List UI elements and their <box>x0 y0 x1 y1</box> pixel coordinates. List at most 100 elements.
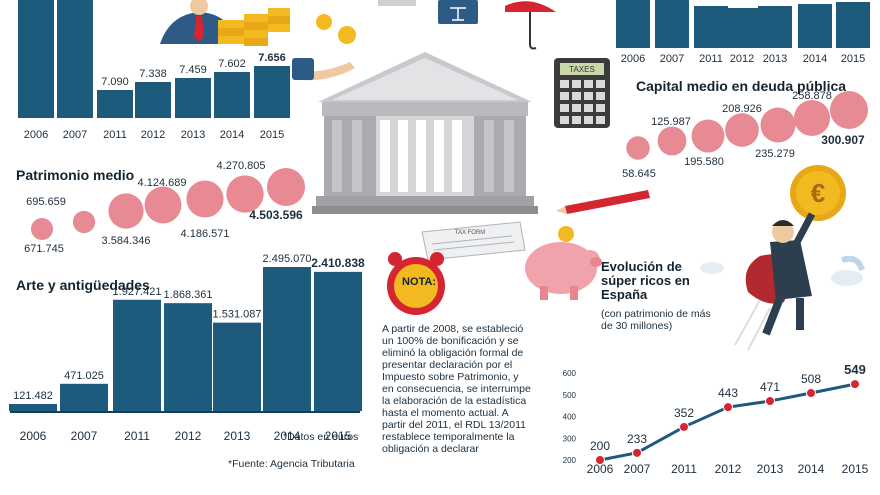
bar-2011 <box>694 6 728 48</box>
bar-2011 <box>97 90 133 118</box>
data-label-2013: 4.186.571 <box>181 228 230 240</box>
x-tick-label-2015: 2015 <box>841 53 865 65</box>
point-2011 <box>679 421 689 432</box>
justice-scale-icon <box>378 0 478 24</box>
point-2007 <box>632 447 642 458</box>
nota-badge: NOTA: <box>402 276 437 288</box>
x-tick-label-2006: 2006 <box>24 129 48 141</box>
data-label-2014: 508 <box>801 372 821 386</box>
data-label-2006: 200 <box>590 439 610 453</box>
bar-2006 <box>616 0 650 48</box>
calculator-icon: TAXES <box>554 58 610 128</box>
x-tick-label-2015: 2015 <box>325 429 352 443</box>
x-tick-label-2013: 2013 <box>763 53 787 65</box>
y-tick-label-200: 200 <box>563 456 577 465</box>
euro-coin-icon: € <box>790 165 846 221</box>
x-tick-label-2011: 2011 <box>699 53 723 65</box>
patrimonio-title: Patrimonio medio <box>16 167 135 183</box>
bar-2012 <box>725 8 759 48</box>
data-label-2012: 1.868.361 <box>164 289 213 301</box>
bar-2011 <box>113 299 161 411</box>
x-tick-label-2006: 2006 <box>621 53 645 65</box>
bubble-2014 <box>793 99 831 137</box>
x-tick-label-2007: 2007 <box>624 462 651 476</box>
footnote-data: *Datos en euros <box>283 431 359 443</box>
data-label-2014: 2.495.070 <box>263 253 312 265</box>
bubble-2011 <box>691 119 725 153</box>
bar-2006 <box>9 403 57 411</box>
bubble-2011 <box>108 193 144 229</box>
bar-2014 <box>798 4 832 48</box>
data-label-2014: 7.602 <box>218 58 246 70</box>
point-2014 <box>806 388 816 399</box>
data-label-2011: 3.584.346 <box>102 235 151 247</box>
bar-2006 <box>18 0 54 118</box>
x-tick-label-2013: 2013 <box>181 129 205 141</box>
x-tick-label-2012: 2012 <box>141 129 165 141</box>
top-right-bar-chart: 2006 2007 2011 2012 2013 2014 2015 <box>616 0 870 65</box>
bar-2013 <box>758 6 792 48</box>
umbrella-icon <box>505 1 556 50</box>
bubble-2013 <box>186 180 224 218</box>
x-tick-label-2007: 2007 <box>71 429 98 443</box>
bar-2015 <box>836 2 870 48</box>
bar-2007 <box>57 0 93 118</box>
data-label-2015: 2.410.838 <box>311 256 365 270</box>
x-tick-label-2012: 2012 <box>175 429 202 443</box>
bubble-2006 <box>30 217 54 241</box>
tax-form-icon: TAX FORM <box>421 221 526 261</box>
data-label-2007: 233 <box>627 432 647 446</box>
x-tick-label-2007: 2007 <box>63 129 87 141</box>
x-tick-label-2014: 2014 <box>798 462 825 476</box>
x-tick-label-2015: 2015 <box>842 462 869 476</box>
bubble-2015 <box>830 91 868 129</box>
bar-2013 <box>175 78 211 118</box>
calculator-label: TAXES <box>569 65 595 74</box>
x-tick-label-2011: 2011 <box>671 462 697 476</box>
deuda-title: Capital medio en deuda pública <box>636 78 847 94</box>
data-label-2015: 300.907 <box>821 133 865 147</box>
data-label-2015: 7.656 <box>258 52 286 64</box>
data-label-2006: 58.645 <box>622 168 656 180</box>
data-label-2011: 7.090 <box>101 76 129 88</box>
alarm-clock-icon <box>387 252 445 315</box>
data-label-2007: 471.025 <box>64 370 104 382</box>
data-label-2015: 4.503.596 <box>249 208 303 222</box>
flying-businessman-icon <box>734 212 865 351</box>
bar-2014 <box>263 267 311 411</box>
data-label-2011: 1.927.421 <box>113 286 162 298</box>
data-label-2007: 125.987 <box>651 116 691 128</box>
y-tick-label-300: 300 <box>563 434 577 443</box>
data-label-2014: 4.270.805 <box>217 160 266 172</box>
data-label-2011: 195.580 <box>684 156 724 168</box>
data-label-2011: 352 <box>674 406 694 420</box>
coins-icon <box>218 8 290 46</box>
data-label-2013: 471 <box>760 380 780 394</box>
bubble-2014 <box>226 175 264 213</box>
bubble-2012 <box>725 113 759 147</box>
x-tick-label-2014: 2014 <box>803 53 827 65</box>
deuda-bubble-chart: 58.645 125.987 195.580 208.926 235.279 258.87… <box>622 90 868 180</box>
bubble-2015 <box>267 168 305 206</box>
data-label-2012: 7.338 <box>139 68 167 80</box>
data-label-2007: 695.659 <box>26 196 66 208</box>
bar-2012 <box>164 303 212 411</box>
bank-building-icon <box>312 52 538 214</box>
data-label-2006: 671.745 <box>24 243 64 255</box>
top-left-bar-chart: 2006 2007 2011 7.090 2012 7.338 2013 7.459 2014 7… <box>18 0 290 141</box>
super-ricos-line-chart: 200 300 400 500 600 200 2006 233 2007 352 2011 443 2… <box>563 362 869 476</box>
arte-title: Arte y antigüedades <box>16 277 150 293</box>
hand-coin-icon <box>292 14 356 81</box>
y-tick-label-600: 600 <box>563 369 577 378</box>
x-tick-label-2013: 2013 <box>757 462 784 476</box>
bubble-2013 <box>760 107 796 143</box>
bubble-2012 <box>144 186 182 224</box>
bar-2007 <box>60 383 108 411</box>
tax-form-label: TAX FORM <box>455 230 486 236</box>
x-tick-label-2011: 2011 <box>124 429 150 443</box>
y-tick-label-500: 500 <box>563 391 577 400</box>
x-tick-label-2014: 2014 <box>274 429 301 443</box>
data-label-2014: 258.878 <box>792 90 832 102</box>
x-tick-label-2015: 2015 <box>260 129 284 141</box>
